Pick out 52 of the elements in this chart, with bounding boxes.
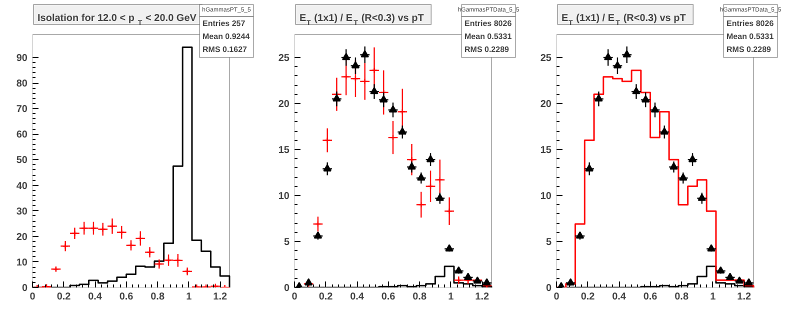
y-tick-label: 0: [22, 283, 28, 294]
y-tick-label: 90: [16, 53, 28, 64]
x-tick-label: 1.2: [475, 292, 490, 302]
annotation: Mean 0.9244: [202, 32, 250, 41]
x-tick-label: 0.2: [56, 292, 72, 302]
annotation: RMS 0.2289: [726, 45, 772, 54]
y-tick-label: 30: [16, 206, 28, 218]
x-tick-label: 0.8: [150, 292, 165, 302]
y-tick-label: 15: [278, 145, 290, 156]
annotation: RMS 0.2289: [464, 45, 510, 54]
x-tick-label: 0.4: [350, 292, 364, 302]
y-tick-label: 20: [278, 99, 290, 110]
x-tick-label: 0.2: [318, 292, 334, 302]
annotation: RMS 0.1627: [202, 45, 248, 54]
x-tick-label: 0: [554, 292, 560, 302]
y-tick-label: 0: [284, 283, 290, 294]
x-tick-label: 1: [186, 292, 192, 302]
y-tick-label: 20: [540, 99, 552, 110]
annotation: Mean 0.5331: [464, 32, 512, 41]
x-tick-label: 1: [710, 292, 716, 302]
x-tick-label: 0.6: [381, 292, 396, 302]
x-tick-label: 0.8: [674, 292, 689, 302]
y-tick-label: 10: [540, 191, 552, 202]
y-tick-label: 20: [16, 232, 28, 243]
x-tick-label: 1: [448, 292, 454, 302]
x-tick-label: 0.6: [119, 292, 134, 302]
y-tick-label: 50: [16, 155, 28, 166]
y-tick-label: 5: [284, 237, 290, 248]
y-tick-label: 70: [16, 104, 28, 116]
x-tick-label: 0.2: [580, 292, 596, 302]
y-tick-label: 15: [540, 145, 552, 156]
x-tick-label: 0: [30, 292, 36, 302]
x-tick-label: 0.6: [643, 292, 658, 302]
y-tick-label: 60: [16, 130, 28, 141]
y-tick-label: 25: [278, 53, 290, 64]
x-tick-label: 0.4: [612, 292, 626, 302]
x-tick-label: 0: [292, 292, 298, 302]
y-tick-label: 40: [16, 180, 28, 192]
y-tick-label: 0: [546, 283, 552, 294]
text: Entries 257: [202, 19, 246, 28]
text: Entries 8026: [464, 19, 512, 28]
x-tick-label: 1.2: [737, 292, 752, 302]
y-tick-label: 10: [16, 257, 28, 268]
x-tick-label: 0.8: [412, 292, 427, 302]
x-tick-label: 1.2: [213, 292, 228, 302]
annotation: Mean 0.5331: [726, 32, 774, 41]
y-tick-label: 5: [546, 237, 552, 248]
x-tick-label: 0.4: [88, 292, 102, 302]
y-tick-label: 10: [278, 191, 290, 202]
text: Entries 8026: [726, 19, 774, 28]
y-tick-label: 25: [540, 53, 552, 64]
y-tick-label: 80: [16, 78, 28, 90]
